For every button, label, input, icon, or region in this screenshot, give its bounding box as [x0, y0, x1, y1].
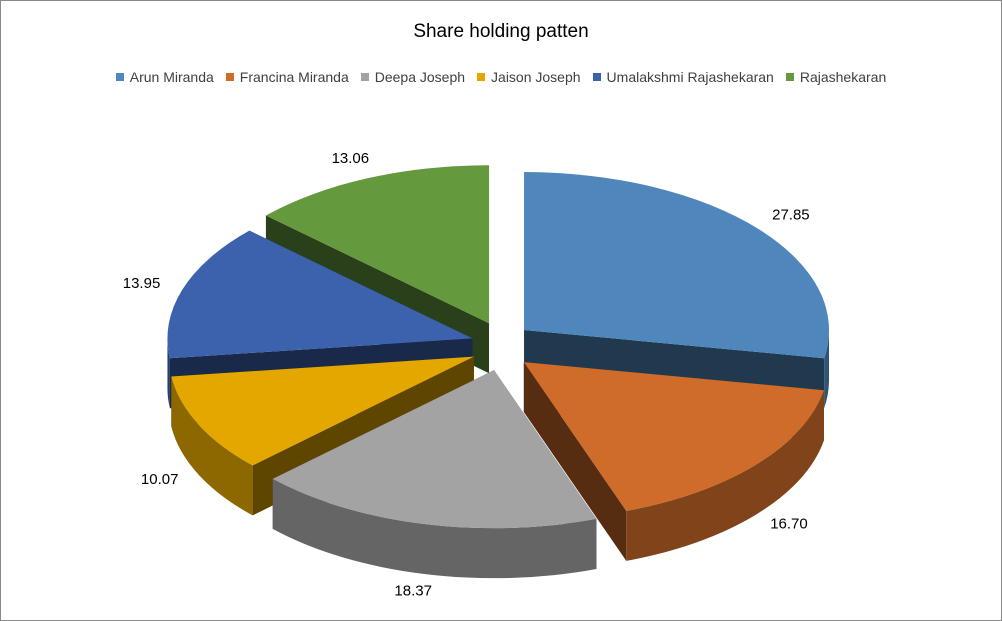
data-label: 18.37 — [394, 582, 432, 599]
legend-swatch — [477, 73, 486, 81]
data-label: 16.70 — [770, 516, 808, 533]
pie-slice-side — [167, 338, 170, 409]
pie-slice-top — [171, 356, 474, 466]
legend-item: Deepa Joseph — [360, 69, 466, 85]
pie-slice-2 — [272, 370, 597, 579]
legend-swatch — [225, 73, 234, 81]
legend-item: Umalakshmi Rajashekaran — [592, 69, 774, 85]
legend-swatch — [785, 73, 794, 81]
pie-slice-side — [171, 376, 253, 516]
legend-item: Arun Miranda — [115, 69, 214, 85]
legend-item: Rajashekaran — [785, 69, 887, 85]
data-label: 27.85 — [772, 207, 810, 224]
legend-label: Francina Miranda — [239, 69, 349, 85]
data-label: 13.06 — [332, 150, 370, 167]
pie-slice-top — [523, 362, 824, 511]
data-label: 10.07 — [141, 471, 179, 488]
pie-slice-top — [524, 172, 830, 359]
legend-label: Deepa Joseph — [374, 69, 466, 85]
legend-label: Jaison Joseph — [491, 69, 581, 85]
data-label: 13.95 — [123, 275, 161, 292]
pie-slice-1 — [523, 362, 824, 561]
pie-slice-wall — [523, 362, 627, 561]
pie-slice-top — [167, 230, 473, 359]
chart-title: Share holding patten — [413, 21, 589, 42]
legend-item: Francina Miranda — [225, 69, 349, 85]
legend: Arun Miranda Francina Miranda Deepa Jose… — [1, 69, 1001, 85]
pie-slice-side — [272, 478, 597, 579]
pie-slice-top — [265, 165, 490, 324]
legend-label: Rajashekaran — [799, 69, 887, 85]
legend-item: Jaison Joseph — [477, 69, 581, 85]
legend-swatch — [360, 73, 369, 81]
pie-slice-top — [272, 370, 597, 529]
pie-slice-side — [626, 390, 824, 561]
pie-slice-side — [824, 330, 830, 409]
legend-swatch — [592, 73, 601, 81]
legend-label: Arun Miranda — [129, 69, 214, 85]
legend-swatch — [115, 73, 124, 81]
legend-label: Umalakshmi Rajashekaran — [606, 69, 774, 85]
